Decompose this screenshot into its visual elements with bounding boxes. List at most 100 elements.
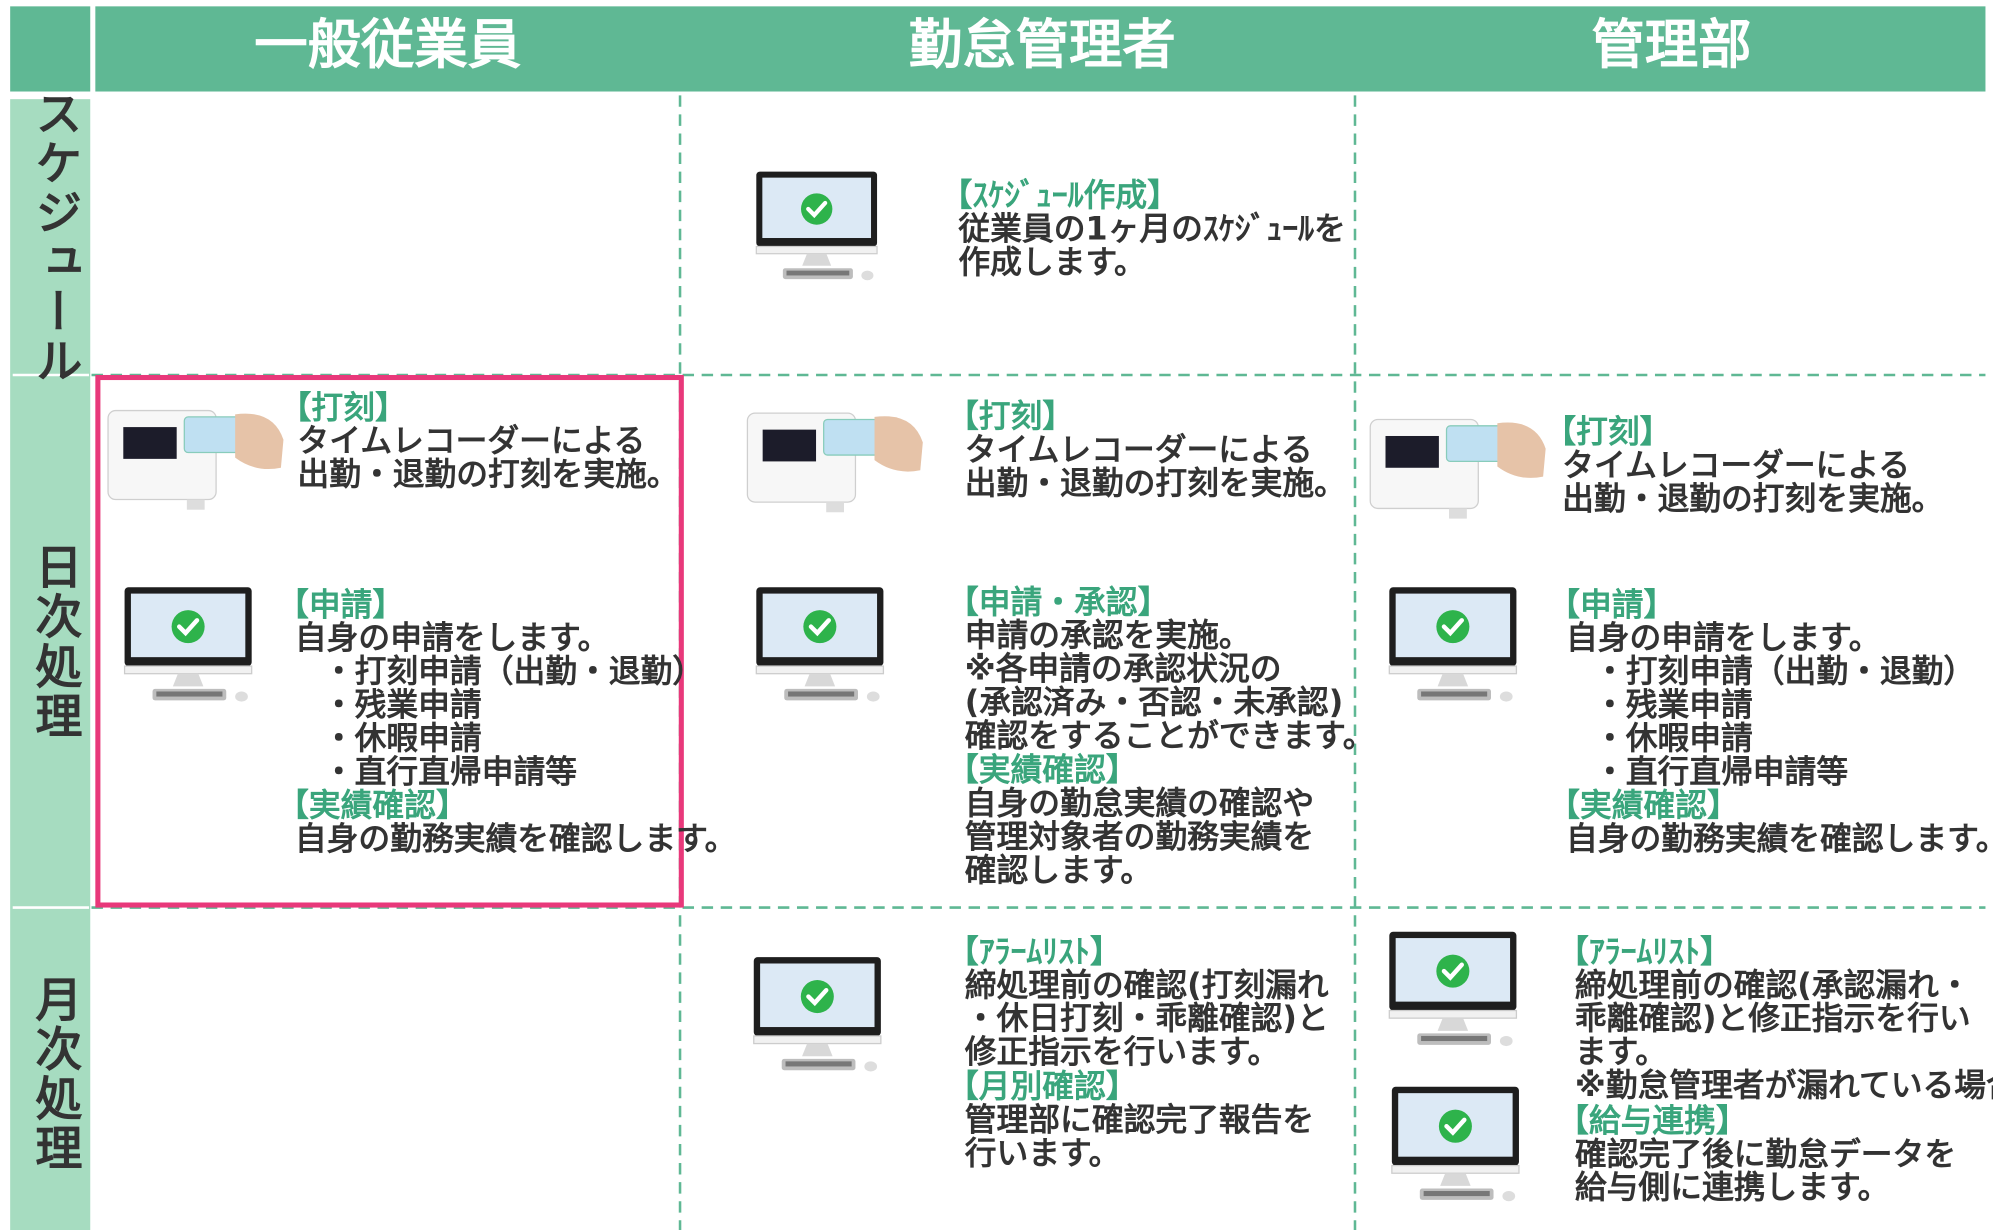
recorder-feet	[1449, 508, 1467, 519]
check-mark	[1441, 962, 1464, 981]
section-heading: 【ｽｹｼﾞｭｰﾙ作成】	[941, 177, 1179, 214]
section-line: ※各申請の承認状況の	[965, 651, 1282, 688]
section-item: ・残業申請	[323, 688, 482, 724]
recorder-screen	[1385, 435, 1439, 468]
keys	[1423, 1191, 1490, 1197]
computer-icon	[1391, 1086, 1520, 1202]
section-line: 自身の勤務実績を確認します。	[1566, 821, 1993, 858]
check-circle	[171, 610, 205, 644]
computer-icon	[1388, 931, 1518, 1047]
header-bar	[95, 6, 1986, 92]
highlight-box	[95, 374, 684, 908]
section-heading: 【実績確認】	[1548, 787, 1739, 824]
section-line: 作成します。	[958, 245, 1145, 281]
section-line: 確認します。	[965, 852, 1152, 889]
time-recorder-icon	[1369, 418, 1546, 519]
check-mark	[808, 618, 831, 637]
monitor-chin	[1388, 1009, 1518, 1019]
check-mark	[177, 618, 200, 637]
section-line: 給与側に連携します。	[1575, 1169, 1889, 1206]
monitor-chin	[1391, 1164, 1520, 1174]
section-item: ・打刻申請（出勤・退勤）	[1594, 654, 1975, 690]
section-line: 出勤・退勤の打刻を実施。	[297, 457, 678, 493]
check-mark	[1441, 618, 1464, 637]
monitor-chin	[123, 665, 253, 675]
recorder-feet	[826, 502, 845, 513]
computer-icon	[755, 171, 878, 281]
section-item: ・休暇申請	[1594, 721, 1753, 757]
computer-icon	[755, 587, 885, 702]
section-heading: 【実績確認】	[947, 752, 1138, 789]
hand	[1497, 422, 1546, 478]
section-item: ・休暇申請	[323, 721, 482, 757]
keys	[1421, 1035, 1488, 1042]
check-circle	[1438, 1109, 1472, 1143]
recorder-screen	[123, 427, 177, 459]
section-line: タイムレコーダーによる	[1562, 447, 1910, 484]
row-label: 月次処理	[26, 975, 82, 1173]
section-heading: 【ｱﾗｰﾑﾘｽﾄ】	[947, 934, 1122, 970]
computer-icon	[1388, 587, 1518, 702]
section-line: 締処理前の確認(承認漏れ・	[1575, 967, 1971, 1004]
stand	[1437, 673, 1469, 687]
monitor-chin	[753, 1035, 882, 1045]
section-line: 修正指示を行います。	[964, 1035, 1279, 1071]
row-label: 日次処理	[26, 543, 82, 741]
mouse	[866, 691, 880, 702]
section-line: ※勤怠管理者が漏れている場合	[1575, 1068, 1993, 1104]
section-line: 自身の勤怠実績の確認や	[965, 785, 1314, 822]
section-heading: 【申請・承認】	[947, 584, 1169, 621]
hand	[874, 416, 923, 472]
section-line: ます。	[1575, 1035, 1667, 1071]
corner-cell	[10, 6, 91, 92]
check-circle	[1436, 610, 1470, 644]
section-item: ・直行直帰申請等	[323, 754, 577, 790]
section-line: 従業員の1ヶ月のｽｹｼﾞｭｰﾙを	[957, 210, 1345, 247]
mouse	[864, 1061, 878, 1072]
section-line: ・休日打刻・乖離確認)と	[965, 1000, 1329, 1037]
diagram-body: 一般従業員 勤怠管理者 管理部 スケジュール 日次処理 月次処理 【ｽｹｼﾞｭｰ…	[10, 6, 1993, 1230]
stand	[1437, 1018, 1469, 1031]
section-line: タイムレコーダーによる	[965, 432, 1313, 469]
hand	[235, 413, 284, 470]
section-heading: 【申請】	[1548, 587, 1675, 623]
section-item: ・残業申請	[1594, 688, 1753, 724]
keys	[156, 691, 223, 697]
section-heading: 【実績確認】	[277, 787, 468, 824]
monitor-chin	[1388, 665, 1518, 675]
section-line: (承認済み・否認・未承認)	[965, 684, 1343, 721]
check-mark	[1444, 1117, 1467, 1136]
section-heading: 【ｱﾗｰﾑﾘｽﾄ】	[1557, 934, 1732, 970]
check-mark	[806, 987, 829, 1007]
time-recorder-icon	[746, 412, 923, 513]
monitor-chin	[755, 245, 878, 255]
stand	[172, 673, 204, 687]
mouse	[235, 691, 248, 702]
mouse	[1499, 691, 1513, 702]
section-line: 管理対象者の勤務実績を	[965, 819, 1314, 855]
row-label-bar	[10, 99, 91, 1230]
column-header: 勤怠管理者	[909, 13, 1176, 76]
section-line: 管理部に確認完了報告を	[965, 1101, 1314, 1138]
stand	[804, 673, 836, 687]
row-label: スケジュール	[26, 89, 81, 386]
check-circle	[800, 193, 833, 225]
section-line: 出勤・退勤の打刻を実施。	[965, 466, 1346, 502]
section-line: 締処理前の確認(打刻漏れ	[965, 967, 1329, 1004]
section-heading: 【月別確認】	[947, 1068, 1138, 1105]
keys	[788, 691, 855, 697]
section-item: ・直行直帰申請等	[1594, 754, 1848, 790]
stand	[802, 1043, 833, 1057]
section-heading: 【打刻】	[280, 390, 407, 426]
section-item: ・打刻申請（出勤・退勤）	[323, 654, 704, 690]
section-line: 出勤・退勤の打刻を実施。	[1562, 481, 1943, 517]
section-line: 申請の承認を実施。	[965, 617, 1251, 654]
section-heading: 【打刻】	[947, 399, 1074, 435]
check-circle	[800, 980, 834, 1014]
section-line: 行います。	[964, 1136, 1121, 1172]
section-line: 乖離確認)と修正指示を行い	[1575, 1000, 1971, 1037]
section-heading: 【給与連携】	[1557, 1102, 1748, 1139]
section-line: 自身の申請をします。	[295, 621, 609, 657]
